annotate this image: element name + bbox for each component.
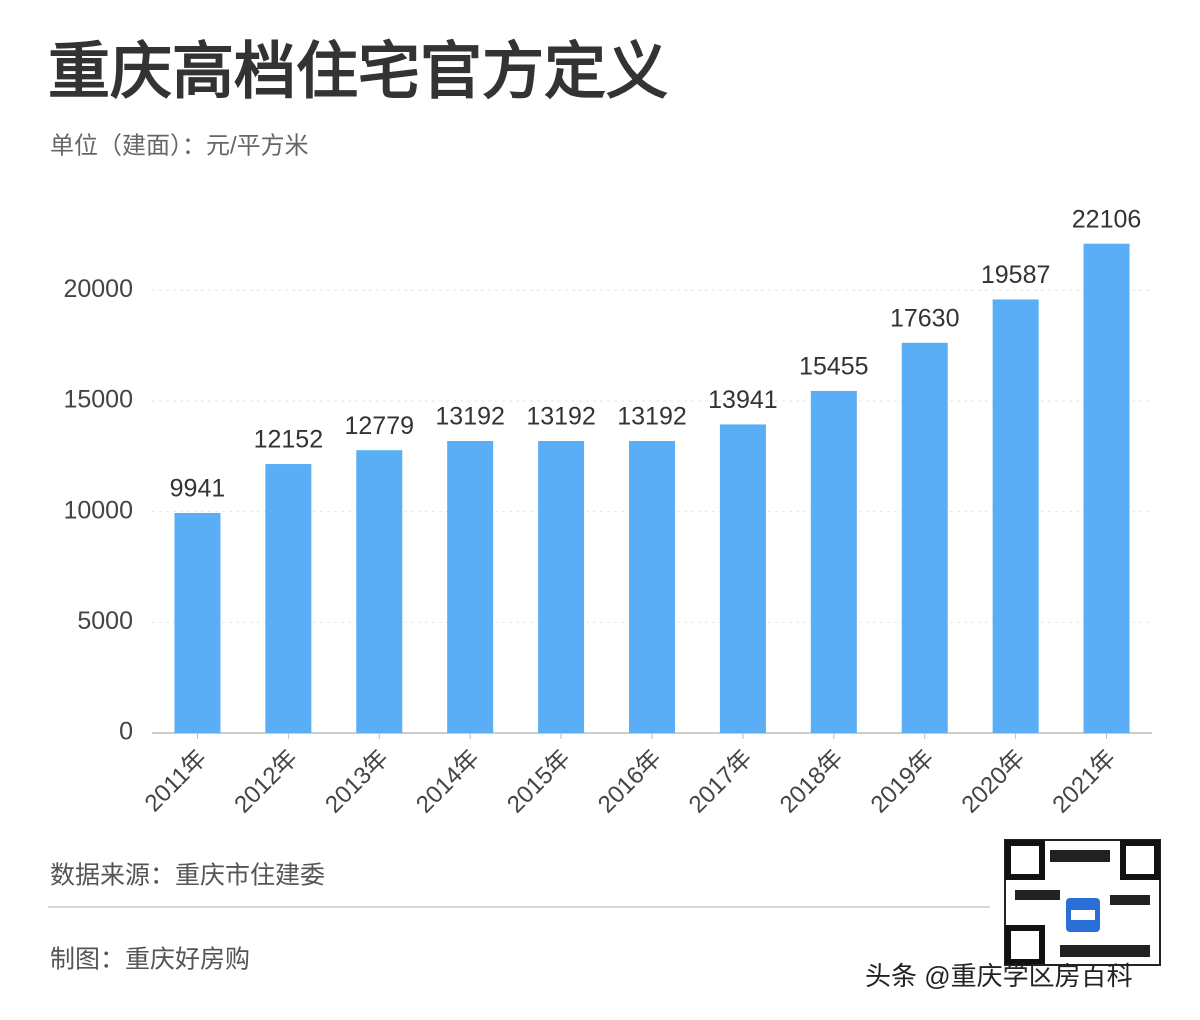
x-tick-label: 2018年 — [775, 745, 849, 819]
watermark: 头条 @重庆学区房百科 — [865, 961, 1133, 991]
value-label: 9941 — [170, 475, 226, 503]
x-tick-label: 2016年 — [593, 745, 667, 819]
x-tick-label: 2017年 — [684, 745, 758, 819]
x-tick-label: 2021年 — [1047, 745, 1121, 819]
value-label: 22106 — [1072, 205, 1142, 233]
bar — [356, 450, 403, 733]
y-tick-label: 15000 — [63, 386, 133, 414]
bar — [719, 424, 766, 733]
value-label: 15455 — [799, 353, 869, 381]
chart-title: 重庆高档住宅官方定义 — [48, 37, 668, 106]
x-tick-label: 2011年 — [140, 745, 213, 818]
value-label: 13941 — [708, 386, 778, 414]
bar — [538, 441, 585, 733]
bar — [629, 441, 675, 733]
bar — [265, 464, 312, 733]
x-tick-label: 2020年 — [957, 745, 1031, 819]
value-label: 13192 — [526, 403, 596, 431]
value-label: 12152 — [254, 426, 324, 454]
x-tick-label: 2014年 — [411, 745, 485, 819]
bar — [174, 512, 221, 733]
x-tick-label: 2015年 — [502, 745, 576, 819]
bar — [447, 441, 494, 733]
value-label: 17630 — [890, 304, 960, 332]
y-tick-label: 5000 — [77, 607, 133, 635]
bar — [810, 390, 857, 733]
value-label: 13192 — [435, 403, 505, 431]
y-tick-label: 0 — [119, 718, 133, 746]
source-note: 数据来源：重庆市住建委 — [50, 862, 325, 890]
bar — [901, 342, 948, 733]
y-tick-label: 20000 — [63, 275, 133, 303]
x-tick-label: 2012年 — [229, 745, 303, 819]
y-tick-label: 10000 — [63, 496, 133, 524]
value-label: 12779 — [345, 412, 415, 440]
x-tick-label: 2013年 — [320, 745, 394, 819]
credit-note: 制图：重庆好房购 — [50, 946, 250, 974]
bar — [992, 299, 1039, 733]
chart-subtitle: 单位（建面）：元/平方米 — [50, 132, 309, 159]
qr-code — [1004, 839, 1161, 966]
value-label: 13192 — [617, 403, 687, 431]
value-label: 19587 — [981, 261, 1051, 289]
x-tick-label: 2019年 — [866, 745, 940, 819]
bar — [1083, 243, 1130, 734]
